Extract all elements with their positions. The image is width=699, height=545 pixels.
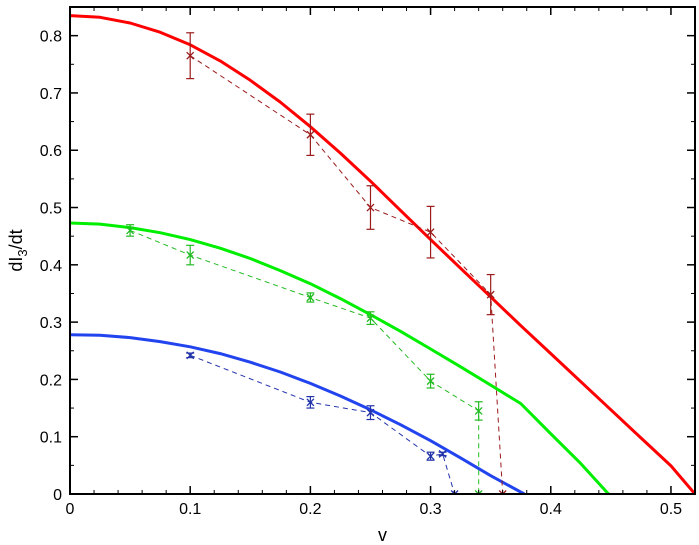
data-point (474, 406, 483, 415)
y-tick-label: 0.6 (40, 143, 62, 160)
y-tick-label: 0.4 (40, 258, 62, 275)
theory-curve-0 (70, 14, 695, 494)
plot-frame (69, 6, 696, 495)
x-tick-label: 0.4 (540, 501, 562, 518)
x-tick-label: 0.1 (179, 501, 201, 518)
y-tick-label: 0.7 (40, 86, 62, 103)
data-point (426, 228, 435, 237)
data-point (366, 408, 375, 417)
y-axis-label: dI3/dt (6, 229, 30, 271)
x-tick-label: 0.2 (299, 501, 321, 518)
data-line-4 (129, 229, 480, 494)
x-tick-label: 0 (66, 501, 75, 518)
data-point (186, 351, 195, 360)
data-point (186, 51, 195, 60)
data-point (474, 490, 483, 494)
data-point (366, 314, 375, 323)
x-tick-label: 0.5 (660, 501, 682, 518)
data-point (426, 377, 435, 386)
theory-curve-2 (70, 333, 526, 494)
x-tick-label: 0.3 (419, 501, 441, 518)
theory-curve-1 (70, 221, 610, 494)
y-tick-label: 0.8 (40, 29, 62, 46)
data-point (186, 251, 195, 260)
y-axis-label-subscript: 3 (15, 249, 30, 256)
y-tick-label: 0.5 (40, 201, 62, 218)
data-point (498, 490, 507, 494)
data-point (126, 226, 135, 235)
data-point (426, 452, 435, 461)
data-line-5 (190, 354, 456, 494)
y-tick-label: 0.1 (40, 430, 62, 447)
x-axis-label: v (378, 525, 387, 545)
data-point (306, 293, 315, 302)
data-point (450, 490, 459, 494)
data-point (306, 398, 315, 407)
y-tick-label: 0 (53, 487, 62, 504)
data-point (366, 203, 375, 212)
y-axis-label-tail: /dt (6, 229, 26, 249)
data-point (306, 130, 315, 139)
plot-area (70, 14, 695, 494)
y-tick-label: 0.2 (40, 372, 62, 389)
data-point (486, 290, 495, 299)
data-point (438, 449, 447, 458)
data-line-3 (189, 55, 504, 494)
axes: 0 0.1 0.2 0.3 0.4 0.5 0 0.1 0.2 0.3 0.4 0.5 0.6 0.7 0.… (40, 7, 695, 518)
y-tick-label: 0.3 (40, 315, 62, 332)
y-axis-label-main: dI (6, 257, 26, 272)
